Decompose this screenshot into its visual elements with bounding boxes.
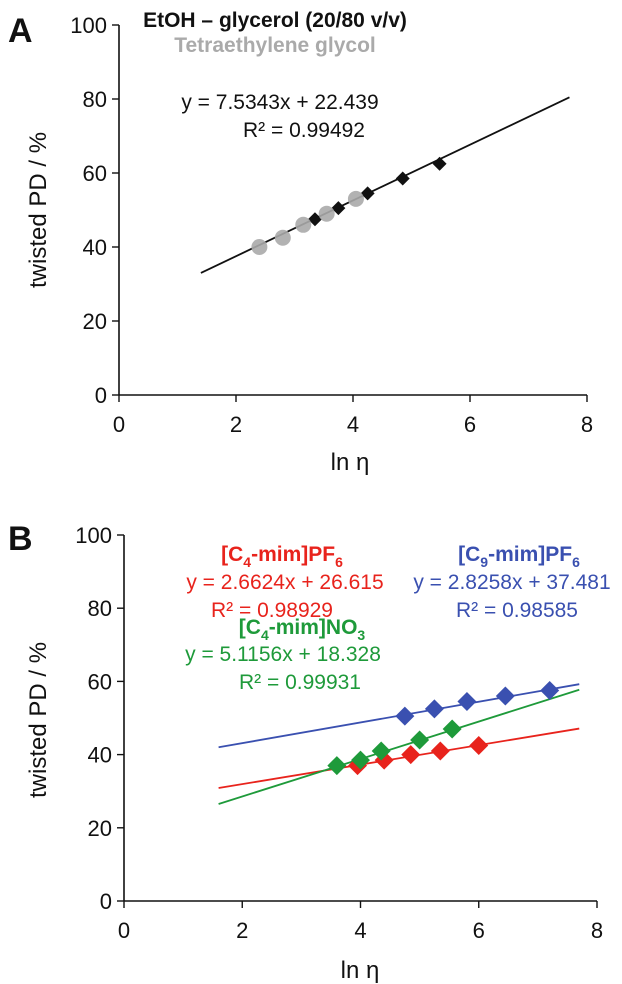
panel-b-y-tick-label: 40 bbox=[88, 743, 112, 768]
panel-b-ylabel: twisted PD / % bbox=[25, 642, 52, 798]
panel-a-series0-point bbox=[395, 171, 410, 186]
panel-b-series0-point bbox=[469, 735, 489, 755]
panel-b-series1-point bbox=[495, 686, 515, 706]
panel-b-label: B bbox=[8, 520, 33, 558]
panel-b-fit-line-0 bbox=[218, 727, 580, 789]
panel-b-x-tick-label: 6 bbox=[473, 918, 485, 943]
panel-b-x-tick-label: 0 bbox=[118, 918, 130, 943]
panel-b-series2-point bbox=[371, 741, 391, 761]
panel-a-r2: R² = 0.99492 bbox=[243, 119, 365, 142]
panel-a-y-tick-label: 80 bbox=[83, 87, 107, 112]
panel-b-y-tick-label: 100 bbox=[75, 523, 112, 548]
panel-b-equation-c9pf6: y = 2.8258x + 37.481 bbox=[413, 571, 610, 594]
panel-a-label: A bbox=[8, 12, 33, 50]
panel-a-ylabel: twisted PD / % bbox=[25, 132, 52, 288]
panel-b-equation-c4pf6: y = 2.6624x + 26.615 bbox=[186, 571, 383, 594]
panel-b-fit-line-2 bbox=[218, 688, 580, 805]
panel-b-y-tick-label: 60 bbox=[88, 669, 112, 694]
panel-b-legend-c4pf6: [C4-mim]PF6 bbox=[221, 543, 343, 570]
panel-b-series2-point bbox=[327, 756, 347, 776]
panel-b-series0-point bbox=[401, 745, 421, 765]
panel-a-ylabel-text: twisted PD / % bbox=[25, 132, 52, 288]
panel-a-equation: y = 7.5343x + 22.439 bbox=[181, 91, 378, 114]
panel-a-xlabel: ln η bbox=[331, 449, 370, 476]
panel-a-legend-etoh: EtOH – glycerol (20/80 v/v) bbox=[143, 9, 407, 32]
panel-a-series1-point bbox=[347, 190, 364, 207]
panel-b-y-tick-label: 80 bbox=[88, 596, 112, 621]
panel-b-series0-point bbox=[430, 741, 450, 761]
panel-b-legend-c9pf6: [C9-mim]PF6 bbox=[458, 543, 580, 570]
panel-a-x-tick-label: 0 bbox=[113, 412, 125, 437]
panel-a-series0-point bbox=[432, 156, 447, 171]
panel-a-x-tick-label: 8 bbox=[581, 412, 593, 437]
panel-a-y-tick-label: 100 bbox=[70, 13, 107, 38]
panel-a-y-tick-label: 40 bbox=[83, 235, 107, 260]
panel-a-y-tick-label: 0 bbox=[95, 383, 107, 408]
panel-a-series0-point bbox=[331, 201, 346, 216]
panel-a-series1-point bbox=[251, 239, 268, 255]
panel-a-x-tick-label: 2 bbox=[230, 412, 242, 437]
panel-a-y-tick-label: 60 bbox=[83, 161, 107, 186]
panel-b-xlabel: ln η bbox=[341, 957, 380, 984]
panel-a-series0-point bbox=[307, 212, 322, 227]
panel-b-series2-point bbox=[442, 719, 462, 739]
panel-b-series1-point bbox=[395, 706, 415, 726]
panel-b-x-tick-label: 8 bbox=[591, 918, 603, 943]
panel-a-y-tick-label: 20 bbox=[83, 309, 107, 334]
panel-a-series0-point bbox=[360, 186, 375, 201]
panel-b-points bbox=[327, 681, 560, 776]
panel-a-series1-point bbox=[274, 229, 291, 246]
panel-a-series1-point bbox=[318, 205, 335, 222]
panel-b-y-tick-label: 0 bbox=[100, 889, 112, 914]
panel-a-points bbox=[251, 156, 447, 255]
panel-b-series2-point bbox=[410, 730, 430, 750]
panel-b-series1-point bbox=[424, 699, 444, 719]
panel-a-series1-point bbox=[295, 216, 312, 233]
panel-b-equation-c4no3: y = 5.1156x + 18.328 bbox=[185, 643, 381, 666]
panel-b-series2-point bbox=[351, 750, 370, 770]
panel-a-legend-teg: Tetraethylene glycol bbox=[174, 34, 376, 57]
panel-b-r2-c4no3: R² = 0.99931 bbox=[239, 671, 361, 694]
panel-b-series1-point bbox=[457, 692, 477, 712]
panel-b-y-tick-label: 20 bbox=[88, 816, 112, 841]
panel-b-r2-c9pf6: R² = 0.98585 bbox=[456, 599, 578, 622]
panel-a-x-tick-label: 4 bbox=[347, 412, 359, 437]
panel-b-r2-c4pf6: R² = 0.98929 bbox=[211, 599, 333, 622]
panel-b-x-tick-label: 4 bbox=[354, 918, 366, 943]
panel-a-x-tick-label: 6 bbox=[464, 412, 476, 437]
panel-b-fit-lines bbox=[218, 683, 580, 805]
panel-b-x-tick-label: 2 bbox=[236, 918, 248, 943]
panel-b-series1-point bbox=[540, 681, 560, 701]
panel-b-legend-c4no3: [C4-mim]NO3 bbox=[239, 616, 366, 643]
